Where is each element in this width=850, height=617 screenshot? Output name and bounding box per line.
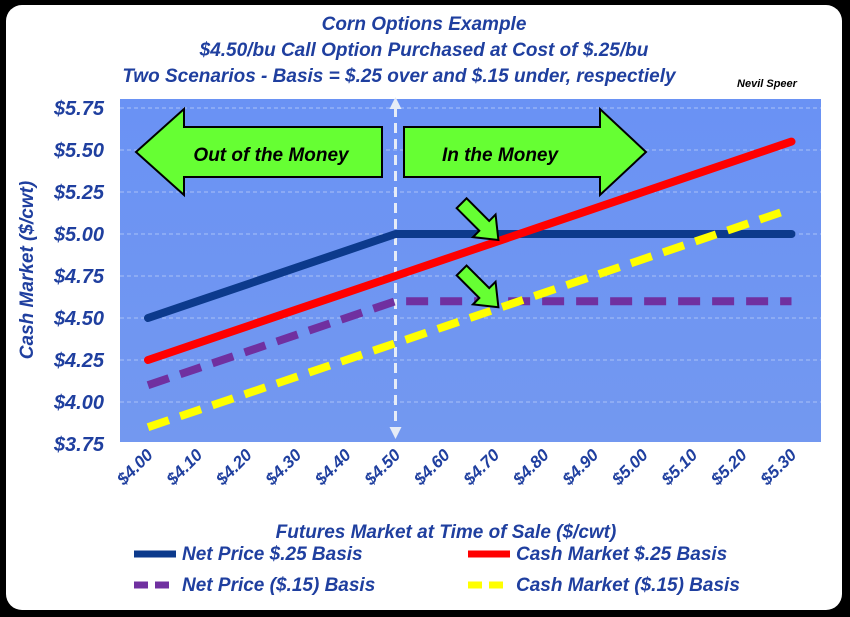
- x-tick-label: $4.60: [410, 445, 455, 490]
- legend-label: Cash Market ($.15) Basis: [516, 575, 740, 596]
- legend-label: Cash Market $.25 Basis: [516, 544, 727, 565]
- series-lines: [144, 137, 796, 431]
- out-of-the-money-arrow: Out of the Money: [134, 106, 383, 198]
- left-arrow-icon: [134, 106, 383, 198]
- chart-canvas: Corn Options Example $4.50/bu Call Optio…: [17, 14, 821, 596]
- x-tick-label: $5.10: [657, 445, 702, 490]
- out-of-the-money-label: Out of the Money: [193, 145, 350, 166]
- x-tick-label: $4.10: [162, 445, 207, 490]
- legend: Net Price $.25 Basis Cash Market $.25 Bas…: [134, 544, 740, 596]
- x-tick-label: $4.40: [311, 445, 356, 490]
- legend-label: Net Price ($.15) Basis: [182, 575, 375, 596]
- y-axis-ticks: $3.75 $4.00 $4.25 $4.50 $4.75 $5.00 $5.25 $5.50…: [53, 98, 105, 456]
- x-tick-label: $4.70: [459, 445, 504, 490]
- up-arrowhead-icon: [389, 97, 402, 109]
- y-tick-label: $4.75: [53, 266, 105, 288]
- legend-label: Net Price $.25 Basis: [182, 544, 363, 565]
- x-tick-label: $5.00: [608, 445, 653, 490]
- x-axis-label: Futures Market at Time of Sale ($/cwt): [276, 522, 617, 543]
- strike-marker: [389, 97, 402, 439]
- x-tick-label: $4.80: [509, 445, 554, 490]
- series-line: [144, 137, 796, 364]
- crossover-arrow-icon: [455, 196, 500, 242]
- x-tick-label: $4.00: [113, 445, 158, 490]
- series-line: [144, 230, 796, 322]
- x-tick-label: $4.90: [558, 445, 603, 490]
- right-arrow-icon: [403, 106, 648, 198]
- in-the-money-label: In the Money: [442, 145, 560, 166]
- crossover-arrows: [455, 196, 500, 309]
- in-the-money-arrow: In the Money: [403, 106, 648, 198]
- y-tick-label: $3.75: [53, 434, 105, 456]
- y-tick-label: $4.00: [53, 392, 104, 414]
- series-line: [146, 297, 792, 389]
- crossover-arrow-icon: [455, 264, 500, 309]
- down-arrowhead-icon: [389, 427, 402, 439]
- x-axis-ticks: $4.00 $4.10 $4.20 $4.30 $4.40 $4.50 $4.60 $4.70…: [113, 445, 801, 490]
- x-tick-label: $5.30: [756, 445, 801, 490]
- chart-title-line-3: Two Scenarios - Basis = $.25 over and $.…: [122, 66, 677, 87]
- y-axis-label: Cash Market ($/cwt): [17, 181, 38, 359]
- y-tick-label: $5.75: [53, 98, 105, 120]
- chart-frame: Corn Options Example $4.50/bu Call Optio…: [6, 5, 842, 610]
- chart-author: Nevil Speer: [737, 78, 798, 90]
- x-tick-label: $4.20: [212, 445, 257, 490]
- y-tick-label: $5.00: [53, 224, 104, 246]
- x-tick-label: $5.20: [707, 445, 752, 490]
- y-tick-label: $5.50: [53, 140, 104, 162]
- chart-title-line-1: Corn Options Example: [322, 14, 527, 35]
- x-tick-label: $4.50: [360, 445, 405, 490]
- chart-title-line-2: $4.50/bu Call Option Purchased at Cost o…: [199, 40, 649, 61]
- y-tick-label: $4.25: [53, 350, 105, 372]
- y-tick-label: $4.50: [53, 308, 104, 330]
- y-tick-label: $5.25: [53, 182, 105, 204]
- x-tick-label: $4.30: [261, 445, 306, 490]
- series-line: [146, 205, 793, 431]
